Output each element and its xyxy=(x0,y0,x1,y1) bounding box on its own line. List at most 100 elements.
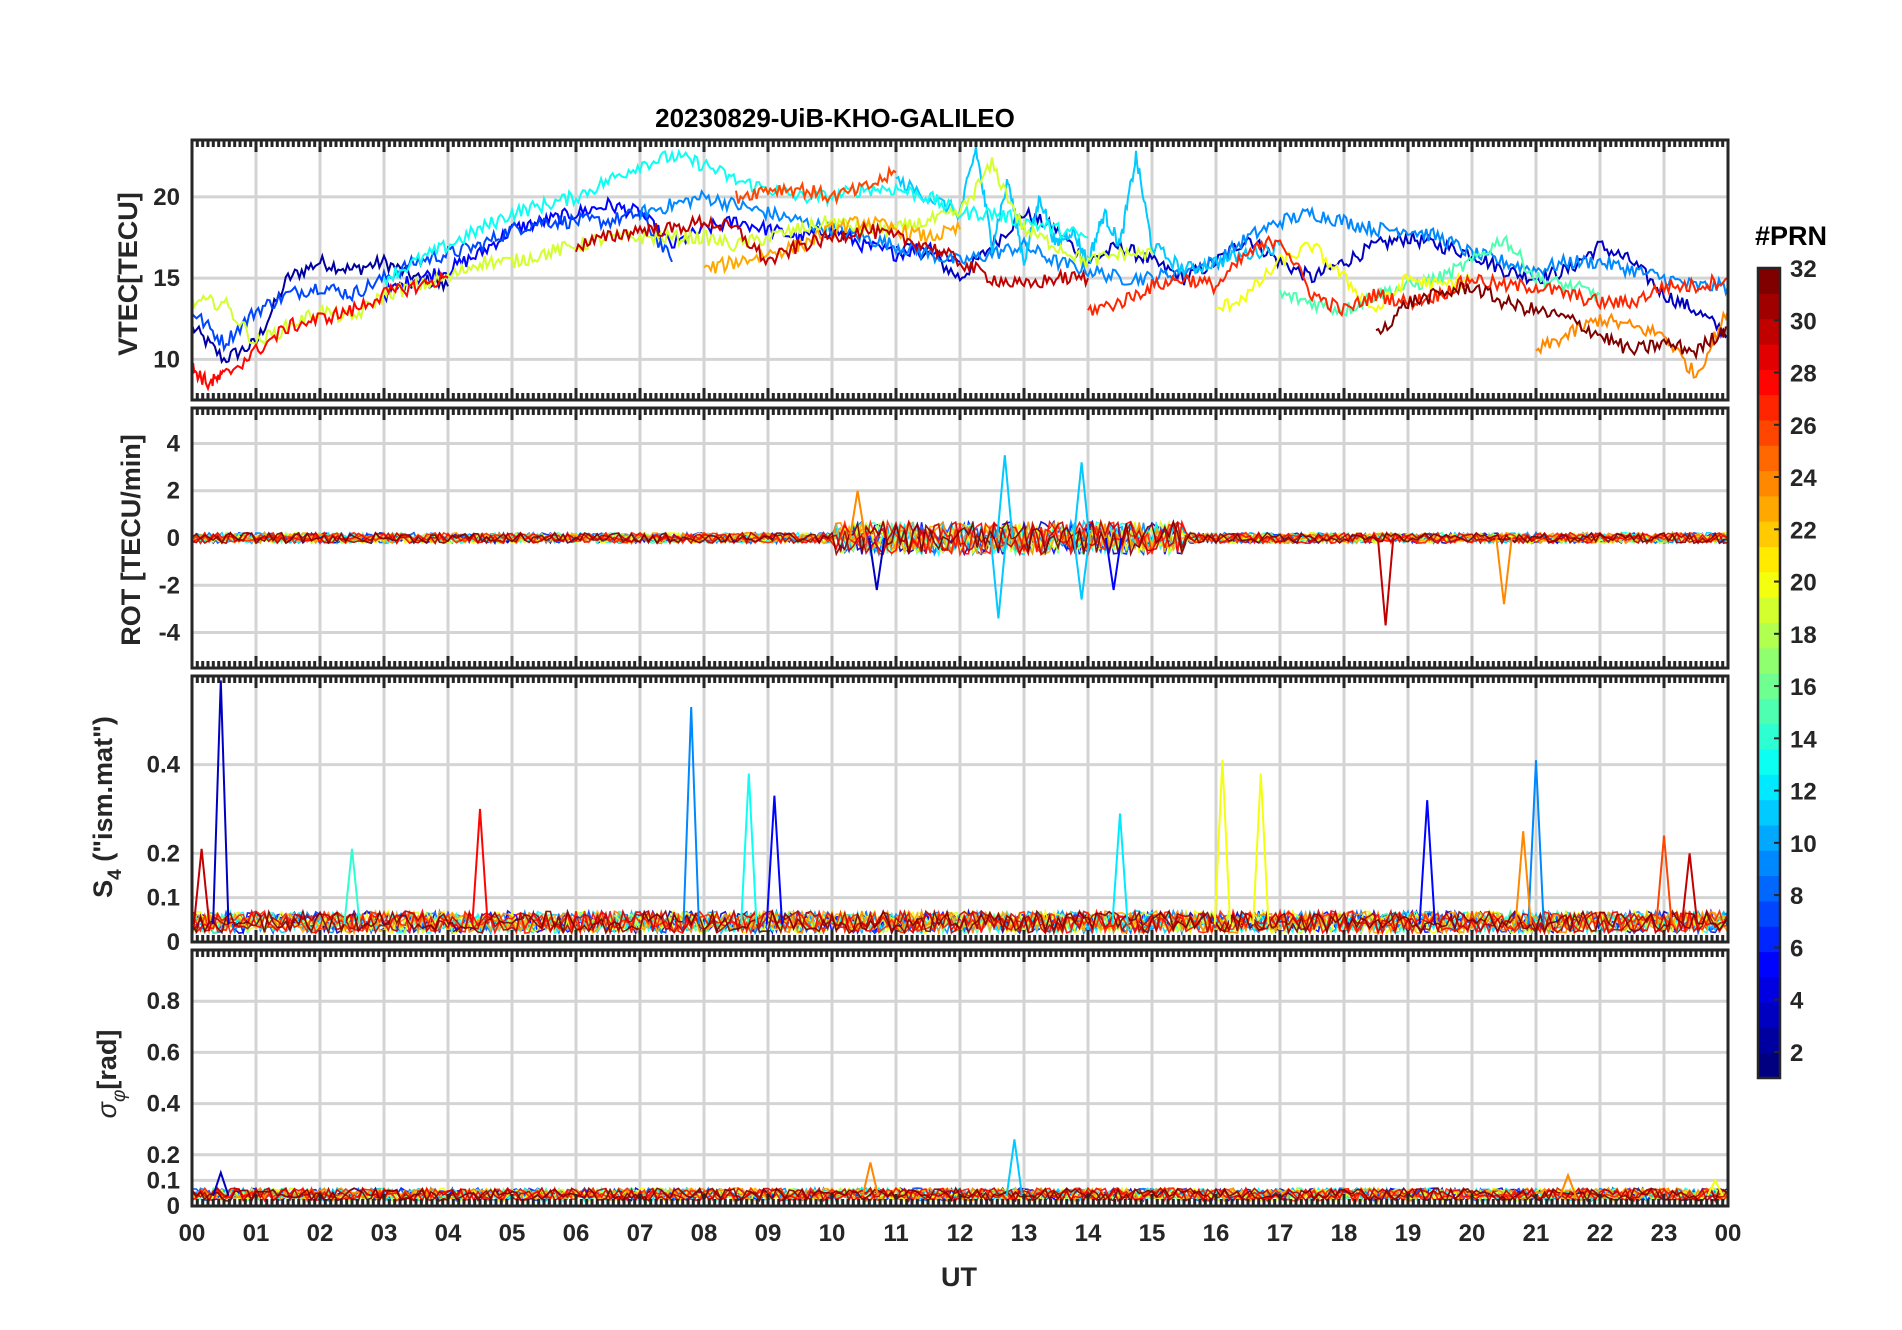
spike-prn-30 xyxy=(192,848,211,925)
y-tick-label: 0.8 xyxy=(147,988,180,1015)
colorbar-tick-label: 32 xyxy=(1790,256,1817,283)
colorbar-step xyxy=(1758,1052,1780,1079)
spike-prn-12 xyxy=(1111,813,1129,925)
data-layer xyxy=(192,455,1728,626)
colorbar-step xyxy=(1758,521,1780,548)
y-tick-label: 0.2 xyxy=(147,840,180,867)
chart-title: 20230829-UiB-KHO-GALILEO xyxy=(655,103,1015,133)
series-line-prn-23 xyxy=(703,215,961,275)
colorbar-title: #PRN xyxy=(1755,221,1827,251)
spike-prn-11 xyxy=(989,537,1008,619)
spike-prn-24 xyxy=(1495,537,1513,605)
x-tick-label: 17 xyxy=(1267,1220,1294,1247)
spike-prn-24 xyxy=(1514,831,1532,925)
colorbar-step xyxy=(1758,546,1780,573)
colorbar-tick-label: 6 xyxy=(1790,935,1803,962)
noise-trace-prn-32 xyxy=(192,908,1728,936)
colorbar-step xyxy=(1758,1002,1780,1028)
x-tick-label: 19 xyxy=(1395,1220,1422,1247)
colorbar-tick-label: 18 xyxy=(1790,622,1817,649)
colorbar-step xyxy=(1758,445,1780,472)
x-tick-label: 20 xyxy=(1459,1220,1486,1247)
vtec-ylabel: VTEC[TECU] xyxy=(113,192,143,356)
x-tick-label: 18 xyxy=(1331,1220,1358,1247)
s4-ylabel-rest: ("ism.mat") xyxy=(88,716,118,869)
x-tick-label: 16 xyxy=(1203,1220,1230,1247)
x-tick-label: 00 xyxy=(1715,1220,1742,1247)
s4-ylabel-sub: 4 xyxy=(105,869,126,880)
spike-prn-5 xyxy=(1104,537,1123,591)
spike-prn-14 xyxy=(343,848,361,925)
x-tick-label: 03 xyxy=(371,1220,398,1247)
colorbar-tick-label: 22 xyxy=(1790,517,1817,544)
colorbar-step xyxy=(1758,647,1780,674)
x-tick-label: 21 xyxy=(1523,1220,1550,1247)
x-minor-ticks xyxy=(190,676,1730,942)
colorbar-tick-label: 2 xyxy=(1790,1040,1803,1067)
noise-trace-prn-30 xyxy=(192,1186,1728,1203)
s4-ylabel: S4 ("ism.mat") xyxy=(88,716,126,898)
colorbar-tick-label: 14 xyxy=(1790,726,1817,753)
sigma-phi-ylabel-sigma: σ xyxy=(92,1100,122,1118)
colorbar-tick-label: 12 xyxy=(1790,779,1817,806)
y-tick-label: 2 xyxy=(167,478,180,505)
x-tick-label: 14 xyxy=(1075,1220,1102,1247)
y-tick-label: 0 xyxy=(167,525,180,552)
sigma-phi-ylabel-rest: [rad] xyxy=(92,1030,122,1090)
colorbar-step xyxy=(1758,597,1780,623)
colorbar-step xyxy=(1758,268,1780,294)
colorbar-tick-label: 20 xyxy=(1790,570,1817,597)
spike-prn-13 xyxy=(740,773,758,925)
colorbar-step xyxy=(1758,900,1780,927)
x-tick-label: 22 xyxy=(1587,1220,1614,1247)
x-minor-ticks xyxy=(190,408,1730,668)
spike-prn-20 xyxy=(1252,773,1270,925)
y-tick-label: 0.4 xyxy=(147,1091,181,1118)
spike-prn-3 xyxy=(212,1169,230,1197)
colorbar-step xyxy=(1758,1027,1780,1054)
s4-ylabel-main: S xyxy=(88,880,118,898)
x-tick-label: 05 xyxy=(499,1220,526,1247)
colorbar-step xyxy=(1758,850,1780,877)
spike-prn-11 xyxy=(1072,537,1091,600)
x-tick-label: 00 xyxy=(179,1220,206,1247)
colorbar-tick-label: 26 xyxy=(1790,413,1817,440)
colorbar-step xyxy=(1758,369,1780,396)
colorbar-step xyxy=(1758,723,1780,750)
noise-trace-prn-32 xyxy=(192,519,1728,558)
spike-prn-9 xyxy=(682,706,700,925)
y-tick-label: -2 xyxy=(159,572,180,599)
x-tick-label: 15 xyxy=(1139,1220,1166,1247)
spike-prn-5 xyxy=(765,795,784,925)
colorbar-step xyxy=(1758,976,1780,1003)
y-tick-label: 0.1 xyxy=(147,1167,180,1194)
x-tick-label: 06 xyxy=(563,1220,590,1247)
series-line-prn-24 xyxy=(1535,310,1728,379)
x-axis-label: UT xyxy=(941,1262,977,1292)
rot-ylabel: ROT [TECU/min] xyxy=(116,434,146,645)
colorbar-step xyxy=(1758,343,1780,370)
spike-prn-3 xyxy=(212,680,230,925)
spike-prn-24 xyxy=(1559,1172,1577,1197)
colorbar-step xyxy=(1758,875,1780,902)
y-tick-label: 0 xyxy=(167,1193,180,1220)
colorbar-tick-label: 30 xyxy=(1790,308,1817,335)
noise-trace-prn-19 xyxy=(192,519,1728,554)
y-tick-label: 0.4 xyxy=(147,752,181,779)
x-tick-label: 12 xyxy=(947,1220,974,1247)
spike-prn-11 xyxy=(996,455,1014,539)
series-line-prn-28 xyxy=(192,271,449,392)
series-line-prn-19 xyxy=(192,157,1153,348)
x-tick-label: 08 xyxy=(691,1220,718,1247)
y-tick-label: 20 xyxy=(153,184,180,211)
spike-prn-30 xyxy=(1376,537,1395,626)
series-line-prn-20 xyxy=(1215,241,1473,314)
spike-prn-20 xyxy=(1706,1178,1724,1197)
noise-trace-prn-30 xyxy=(192,908,1728,936)
y-tick-label: 10 xyxy=(153,346,180,373)
sigma-phi-ylabel-phi: φ xyxy=(109,1090,130,1102)
x-tick-label: 11 xyxy=(883,1220,908,1247)
colorbar-step xyxy=(1758,673,1780,699)
